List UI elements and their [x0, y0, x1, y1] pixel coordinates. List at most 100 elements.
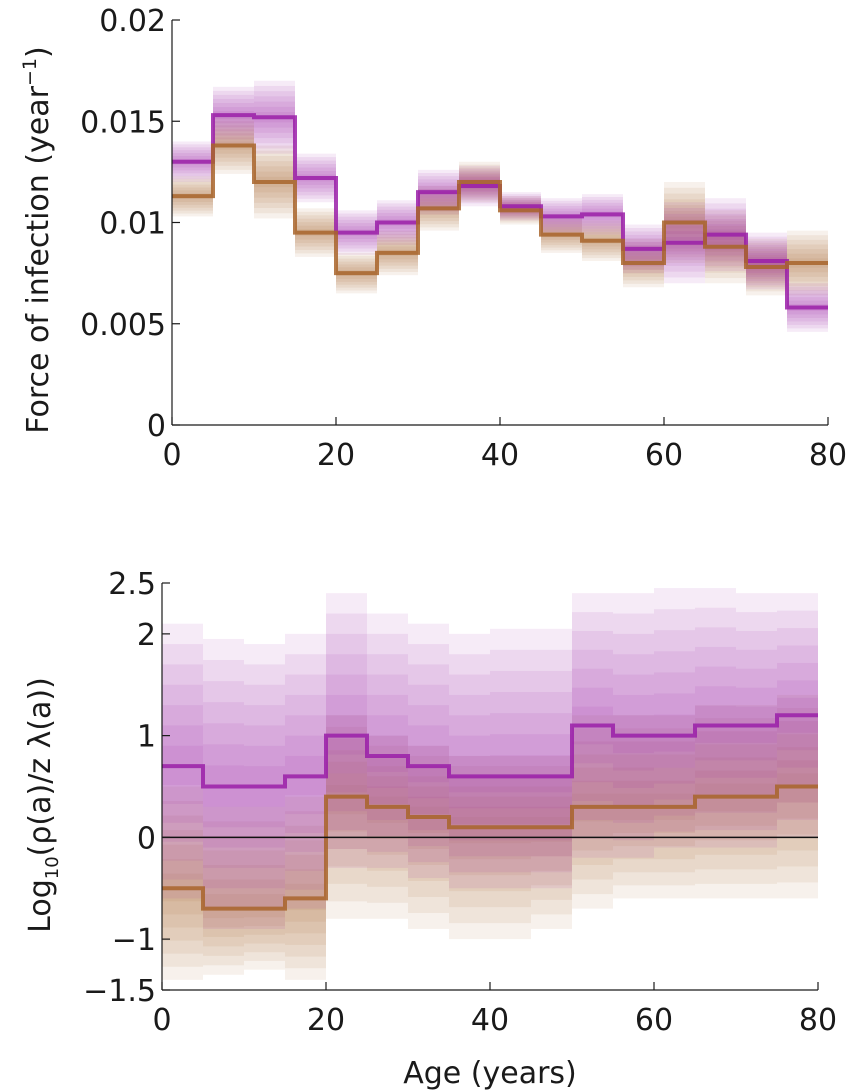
bottom-band-s1-bin7-layer3	[408, 705, 449, 815]
bottom-band-s1-bin15-layer7	[736, 593, 777, 848]
bottom-band-s2-bin1-layer4	[162, 830, 203, 941]
top-ytick-label-0: 0	[147, 409, 166, 444]
bottom-ytick-label-2: 0	[137, 821, 156, 856]
bottom-band-s2-bin6-layer7	[367, 735, 408, 919]
top-xtick-label-1: 20	[317, 438, 355, 473]
bottom-band-s1-bin14-layer2	[695, 686, 736, 761]
bottom-band-s2-bin7-layer4	[408, 776, 449, 881]
bottom-band-s1-bin14-layer7	[695, 588, 736, 848]
bottom-band-s2-bin16-layer3	[777, 747, 818, 835]
bottom-band-s1-bin15-layer6	[736, 612, 777, 831]
bottom-band-s1-bin6-layer6	[367, 633, 408, 852]
top-ytick-label-4: 0.02	[99, 4, 166, 39]
bottom-band-s2-bin5-layer6	[326, 726, 367, 902]
bottom-band-s1-bin14-layer6	[695, 607, 736, 831]
bottom-band-s1-bin15-layer5	[736, 630, 777, 813]
top-ytick-label-1: 0.005	[80, 308, 166, 343]
bottom-band-s2-bin15-layer3	[736, 757, 777, 841]
bottom-band-s2-bin15-layer7	[736, 705, 777, 899]
bottom-series-2-line	[162, 784, 818, 911]
bottom-band-s1-bin7-layer1	[408, 745, 449, 783]
bottom-band-s1-bin4-layer3	[285, 715, 326, 834]
top-series-2-line	[172, 143, 828, 276]
bottom-band-s1-bin1-layer4	[162, 684, 203, 842]
bottom-band-s1-bin12-layer6	[613, 613, 654, 841]
bottom-band-s2-bin5-layer1	[326, 785, 367, 815]
bottom-axes: −1.5 −1 0 1 2 2.5 0 20 40 60 80	[83, 567, 837, 1038]
bottom-band-s2-bin11-layer4	[572, 754, 613, 865]
bottom-band-s2-bin2-layer4	[203, 850, 244, 947]
bottom-band-s2-bin8-layer2	[449, 806, 490, 860]
bottom-band-s1-bin10-layer4	[531, 692, 572, 841]
bottom-ylabel-rest: (ρ(a)/z λ(a))	[23, 677, 58, 856]
bottom-band-s2-bin9-layer2	[490, 806, 531, 860]
bottom-band-s1-bin8-layer3	[449, 715, 490, 825]
bottom-band-s2-bin10-layer7	[531, 755, 572, 929]
bottom-band-s1-bin1-layer5	[162, 664, 203, 861]
bottom-band-s2-bin11-layer6	[572, 728, 613, 895]
bottom-band-s2-bin1-layer7	[162, 786, 203, 980]
bottom-band-s2-bin8-layer5	[449, 776, 490, 908]
bottom-band-s2-bin2-layer5	[203, 835, 244, 956]
bottom-band-s2-bin9-layer4	[490, 786, 531, 892]
bottom-ytick-label-0: −1.5	[83, 974, 156, 1009]
bottom-band-s2-bin16-layer2	[777, 760, 818, 819]
bottom-band-s1-bin13-layer5	[654, 630, 695, 816]
top-xtick-label-3: 60	[645, 438, 683, 473]
bottom-band-s1-bin12-layer4	[613, 654, 654, 806]
bottom-ytick-label-5: 2.5	[108, 567, 156, 602]
bottom-band-s1-bin10-layer3	[531, 713, 572, 825]
bottom-band-s2-bin3-layer7	[244, 806, 285, 970]
bottom-band-s2-bin3-layer3	[244, 864, 285, 935]
bottom-band-s2-bin15-layer6	[736, 718, 777, 884]
bottom-band-s2-bin8-layer4	[449, 786, 490, 892]
bottom-band-s1-bin10-layer1	[531, 755, 572, 793]
bottom-band-s2-bin4-layer3	[285, 854, 326, 934]
bottom-band-s1-bin4-layer4	[285, 694, 326, 852]
bottom-band-s2-bin14-layer6	[695, 718, 736, 884]
bottom-band-s1-bin6-layer3	[367, 694, 408, 804]
bottom-band-s1-bin9-layer6	[490, 649, 531, 873]
bottom-band-s2-bin6-layer2	[367, 786, 408, 839]
bottom-ylabel-sub: 10	[42, 856, 63, 879]
bottom-band-s2-bin1-layer5	[162, 815, 203, 954]
bottom-band-s1-bin13-layer7	[654, 588, 695, 848]
bottom-band-s2-bin6-layer6	[367, 745, 408, 903]
bottom-band-s1-bin6-layer2	[367, 715, 408, 788]
bottom-band-s2-bin8-layer1	[449, 817, 490, 844]
bottom-band-s1-bin13-layer4	[654, 651, 695, 800]
bottom-series-1-line	[162, 713, 818, 789]
bottom-band-s1-bin5-layer3	[326, 674, 367, 793]
bottom-band-s1-bin9-layer2	[490, 734, 531, 809]
bottom-band-s2-bin5-layer7	[326, 715, 367, 919]
bottom-band-s1-bin12-layer7	[613, 593, 654, 858]
bottom-band-s2-bin9-layer5	[490, 776, 531, 908]
bottom-band-s1-bin9-layer7	[490, 628, 531, 889]
bottom-band-s2-bin1-layer3	[162, 844, 203, 928]
bottom-band-s2-bin14-layer7	[695, 705, 736, 899]
bottom-band-s2-bin16-layer7	[777, 694, 818, 899]
bottom-band-s1-bin4-layer6	[285, 654, 326, 890]
bottom-band-s2-bin5-layer3	[326, 761, 367, 850]
bottom-band-s2-bin16-layer4	[777, 734, 818, 851]
bottom-band-s2-bin7-layer1	[408, 806, 449, 834]
bottom-band-s1-bin7-layer2	[408, 725, 449, 799]
bottom-band-s2-bin14-layer4	[695, 744, 736, 855]
bottom-ytick-label-4: 2	[137, 618, 156, 653]
bottom-band-s2-bin10-layer2	[531, 806, 572, 857]
bottom-band-s1-bin10-layer2	[531, 734, 572, 809]
bottom-band-s1-bin6-layer1	[367, 735, 408, 772]
bottom-xtick-label-1: 20	[307, 1003, 345, 1038]
bottom-band-s1-bin1-layer3	[162, 705, 203, 823]
bottom-band-s1-bin12-layer3	[613, 674, 654, 788]
bottom-band-s1-bin13-layer3	[654, 672, 695, 784]
bottom-band-s1-bin7-layer4	[408, 684, 449, 831]
bottom-band-s1-bin7-layer7	[408, 623, 449, 879]
bottom-band-s1-bin12-layer2	[613, 694, 654, 771]
bottom-band-s2-bin10-layer4	[531, 786, 572, 886]
bottom-band-s1-bin9-layer4	[490, 692, 531, 841]
bottom-band-s2-bin4-layer5	[285, 825, 326, 957]
top-ylabel-suffix: )	[21, 46, 56, 58]
bottom-band-s1-bin6-layer7	[367, 613, 408, 868]
top-xtick-label-0: 0	[162, 438, 181, 473]
